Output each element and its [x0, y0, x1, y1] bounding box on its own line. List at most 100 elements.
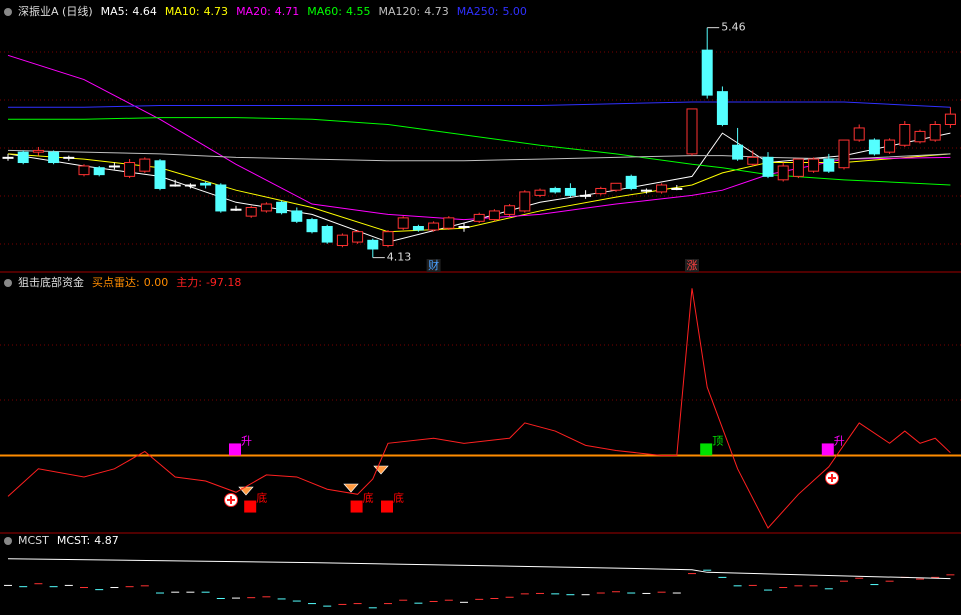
panel-title: MCST [18, 534, 49, 547]
signal-label: 顶 [712, 434, 723, 447]
panel-header: MCST MCST: 4.87 [18, 534, 119, 547]
candle-body [914, 130, 926, 143]
candle-body [291, 210, 303, 222]
candle-body [382, 231, 394, 247]
candle-body [306, 219, 318, 233]
candle-body [564, 187, 576, 196]
panel-header: 狙击底部资金 买点雷达: 0.00 主力: -97.18 [18, 275, 241, 289]
line [7, 288, 951, 529]
signal-box [244, 500, 257, 513]
event-box [426, 259, 441, 272]
candle-body [580, 194, 592, 197]
candle-body [139, 158, 151, 172]
candle-body [929, 123, 941, 141]
candle-body [701, 49, 713, 96]
line [8, 117, 951, 186]
candle-body [884, 139, 896, 153]
candle-body [321, 226, 333, 243]
candle-body [777, 165, 789, 181]
candle-body [944, 113, 956, 125]
signal-label: 升 [834, 434, 845, 447]
candle-body [352, 231, 364, 243]
candle-body [412, 226, 424, 231]
signal-label: 底 [256, 491, 267, 505]
candle-body [732, 144, 744, 160]
candle-body [154, 160, 166, 189]
candle-body [63, 156, 75, 159]
candle-body [367, 239, 379, 250]
candle-body [78, 165, 90, 176]
candle-body [610, 182, 622, 191]
candle-body [671, 187, 683, 190]
candle-body [838, 139, 850, 169]
signal-label: 升 [241, 434, 252, 447]
candle-body [336, 234, 348, 247]
line [7, 558, 951, 580]
legend-label: MCST: [57, 534, 90, 547]
signal-box [229, 443, 241, 456]
candle-body [2, 156, 14, 159]
candle-body [519, 191, 531, 212]
line [7, 153, 951, 233]
signal-box [381, 500, 393, 513]
candle-body [108, 165, 120, 168]
legend-label: 买点雷达: [92, 276, 140, 289]
candle-body [686, 108, 698, 155]
legend-label: MA60: [307, 5, 342, 18]
legend-label: MA5: [101, 5, 129, 18]
candle-body [93, 167, 105, 176]
signal-label: 底 [393, 491, 404, 505]
candle-body [762, 156, 774, 177]
legend-value: 5.00 [502, 5, 527, 18]
candle-body [200, 182, 212, 186]
signal-icons [224, 465, 839, 507]
legend-label: MA120: [379, 5, 421, 18]
panel-title: 狙击底部资金 [18, 275, 84, 289]
signal-box [821, 443, 834, 456]
high-label: 5.46 [721, 21, 746, 34]
candle-body [716, 91, 728, 125]
legend-value: 4.64 [132, 5, 157, 18]
candle-body [792, 158, 804, 177]
legend-value: 0.00 [144, 276, 169, 289]
event-box [685, 259, 699, 272]
event-label: 涨 [687, 259, 698, 272]
candle-body [853, 127, 865, 141]
candle-body [823, 158, 835, 172]
candle-body [245, 206, 257, 217]
candle-body [32, 149, 44, 153]
legend-value: 4.55 [346, 5, 371, 18]
candle-body [276, 201, 288, 214]
candle-body [48, 151, 60, 164]
candle-body [899, 123, 911, 146]
candle-body [625, 175, 637, 189]
candle-body [549, 187, 561, 193]
candle-body [640, 189, 652, 192]
legend-value: -97.18 [206, 276, 241, 289]
panel-icon [4, 8, 12, 16]
legend-label: MA10: [165, 5, 200, 18]
candle-body [17, 151, 29, 164]
grid [0, 51, 961, 401]
candle-body [443, 217, 455, 229]
candle-body [458, 226, 470, 229]
panel-icon [4, 279, 12, 287]
candle-body [169, 184, 181, 187]
low-label: 4.13 [387, 251, 412, 264]
candle-body [868, 139, 880, 155]
line [7, 149, 951, 162]
candle-body [595, 187, 607, 195]
panel-title: 深振业A (日线) [18, 4, 93, 18]
legend-value: 4.71 [275, 5, 300, 18]
candle-body [184, 184, 196, 187]
line [7, 54, 951, 221]
signal-box [700, 443, 713, 456]
candle-body [534, 189, 546, 196]
candle-body [808, 158, 820, 172]
candle-body [473, 213, 485, 222]
legend-value: 4.87 [94, 534, 119, 547]
candle-body [504, 205, 516, 215]
